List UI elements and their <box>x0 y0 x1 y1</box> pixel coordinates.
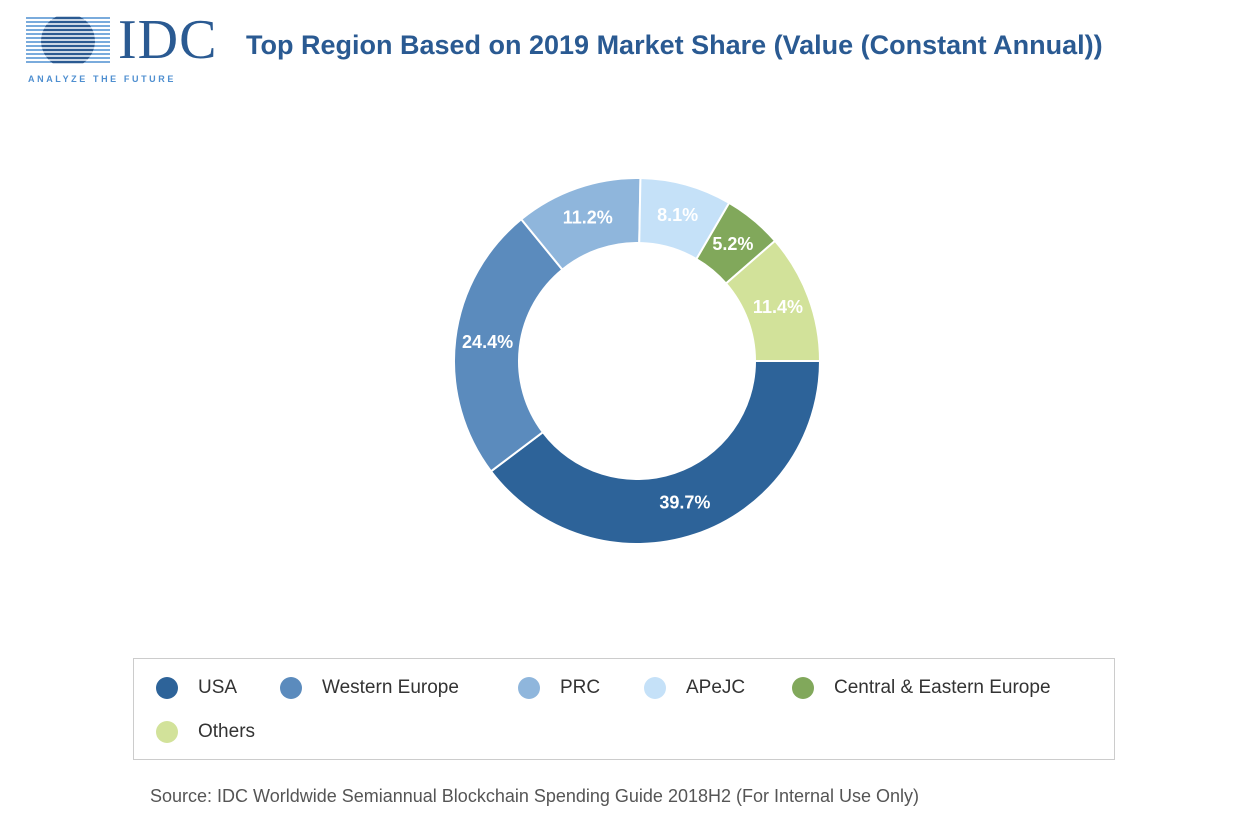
chart-legend: USA Western Europe PRC APeJC Central & E… <box>133 658 1115 760</box>
slice-label-prc: 11.2% <box>563 208 613 228</box>
legend-item-western-europe[interactable]: Western Europe <box>280 677 459 699</box>
legend-label-usa: USA <box>198 677 238 698</box>
legend-swatch-western-europe <box>280 677 302 699</box>
legend-swatch-central-eastern-europe <box>792 677 814 699</box>
source-note: Source: IDC Worldwide Semiannual Blockch… <box>150 786 920 806</box>
legend-swatch-apejc <box>644 677 666 699</box>
donut-slices <box>453 177 822 545</box>
legend-label-western-europe: Western Europe <box>322 677 459 698</box>
legend-label-apejc: APeJC <box>686 677 746 698</box>
legend-swatch-prc <box>518 677 540 699</box>
slice-label-usa: 39.7% <box>659 492 710 512</box>
slice-label-central-eastern-europe: 5.2% <box>712 234 753 254</box>
donut-slice-others[interactable] <box>724 239 822 362</box>
slice-label-western-europe: 24.4% <box>462 332 513 352</box>
legend-item-central-eastern-europe[interactable]: Central & Eastern Europe <box>792 677 1051 699</box>
logo-tagline: ANALYZE THE FUTURE <box>28 74 176 84</box>
legend-label-prc: PRC <box>560 677 601 698</box>
legend-label-others: Others <box>198 721 256 742</box>
idc-globe-logo-icon <box>26 14 110 68</box>
slice-label-apejc: 8.1% <box>657 205 698 225</box>
legend-item-others[interactable]: Others <box>156 721 255 743</box>
slice-label-others: 11.4% <box>753 297 803 317</box>
chart-title: Top Region Based on 2019 Market Share (V… <box>246 30 1103 60</box>
legend-item-apejc[interactable]: APeJC <box>644 677 745 699</box>
donut-labels: 39.7% 24.4% 11.2% 8.1% 5.2% 11.4% <box>462 205 803 513</box>
donut-slice-western-europe[interactable] <box>453 217 564 473</box>
legend-item-prc[interactable]: PRC <box>518 677 600 699</box>
legend-label-central-eastern-europe: Central & Eastern Europe <box>834 677 1051 698</box>
header: IDC ANALYZE THE FUTURE Top Region Based … <box>0 0 1254 100</box>
donut-slice-usa[interactable] <box>489 360 822 545</box>
donut-chart: 39.7% 24.4% 11.2% 8.1% 5.2% 11.4% <box>453 177 822 545</box>
legend-swatch-usa <box>156 677 178 699</box>
legend-swatch-others <box>156 721 178 743</box>
logo-text: IDC <box>118 9 218 71</box>
legend-item-usa[interactable]: USA <box>156 677 237 699</box>
